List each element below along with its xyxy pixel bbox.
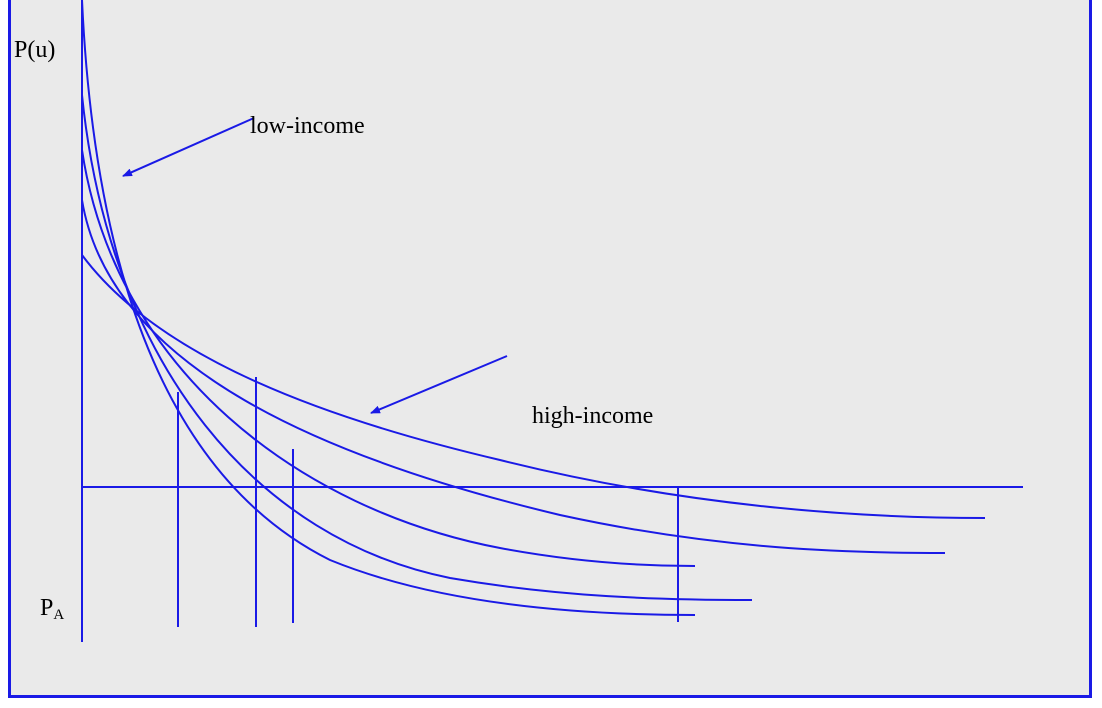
curve-3 bbox=[81, 149, 696, 567]
curve-1 bbox=[81, 0, 696, 616]
curve-5 bbox=[81, 254, 986, 519]
curve-4 bbox=[81, 199, 946, 554]
y-axis-label: P(u) bbox=[14, 37, 56, 63]
high-income-label: high-income bbox=[532, 403, 654, 429]
low-income-arrow bbox=[122, 117, 255, 177]
curve-2 bbox=[81, 94, 753, 601]
pa-label-main: P bbox=[40, 595, 54, 621]
diagram-frame bbox=[8, 0, 1092, 698]
high-income-arrow bbox=[370, 355, 508, 414]
pa-label-subscript: A bbox=[53, 607, 65, 623]
low-income-label: low-income bbox=[250, 113, 365, 139]
pa-label: PA bbox=[40, 596, 64, 623]
